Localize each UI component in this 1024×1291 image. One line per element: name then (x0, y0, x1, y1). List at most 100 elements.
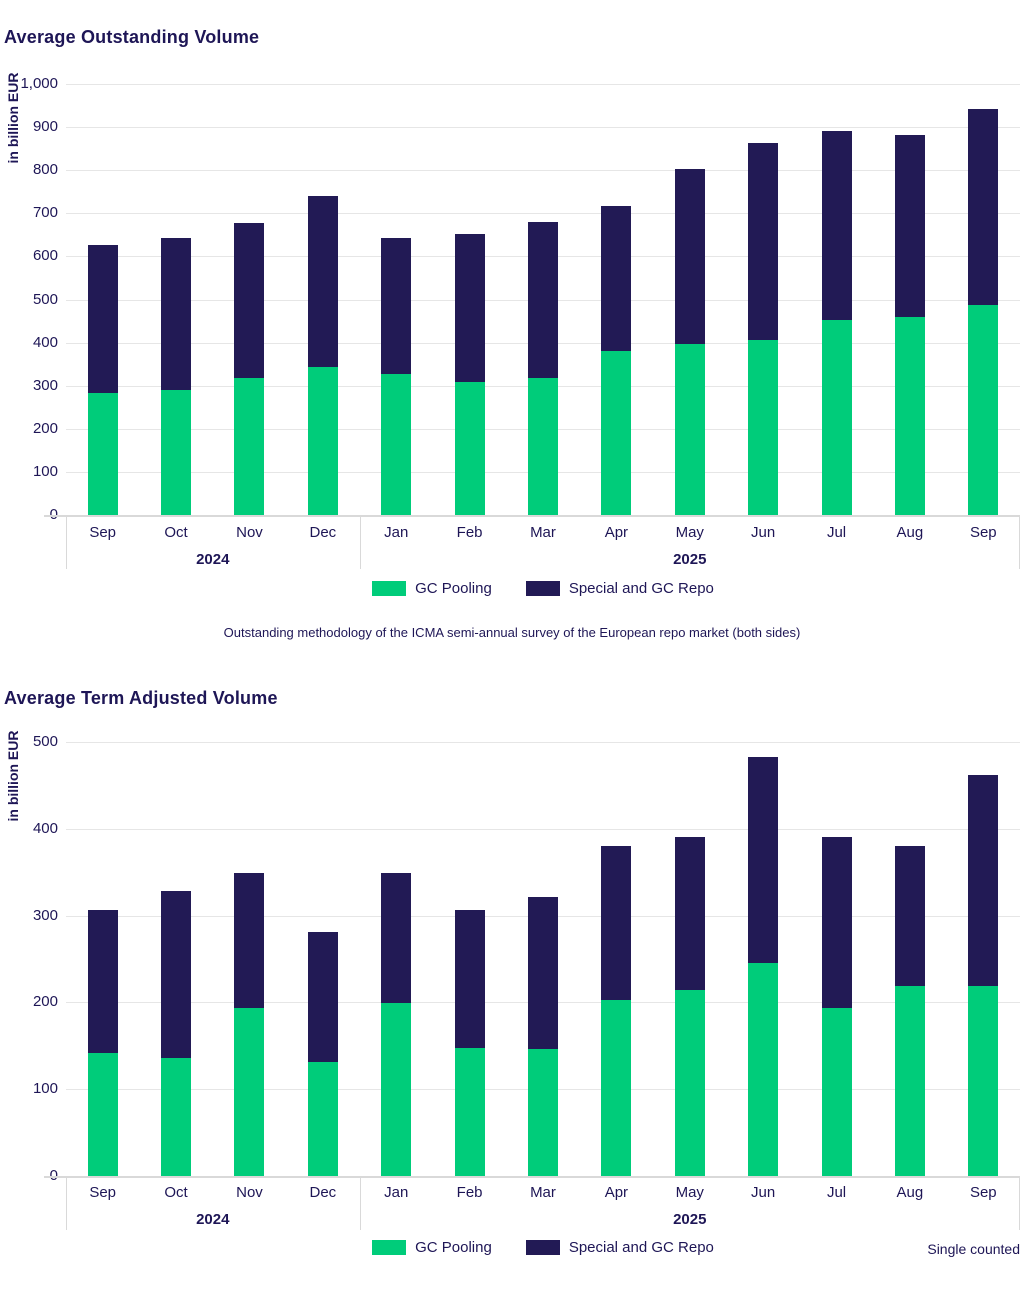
y-tick-label: 800 (32, 161, 58, 179)
bar-segment-special-gc-repo (234, 873, 265, 1008)
chart2-legend-item-gc-pooling: GC Pooling (372, 1239, 492, 1256)
bar-segment-gc-pooling (87, 393, 118, 515)
single-counted-note: Single counted (927, 1241, 1020, 1257)
bar-segment-gc-pooling (87, 1052, 118, 1176)
gridline (66, 828, 1020, 830)
month-label: Nov (236, 524, 263, 541)
month-label: Jun (751, 524, 776, 541)
bar-segment-special-gc-repo (87, 909, 118, 1053)
gridline (66, 127, 1020, 129)
bar-segment-gc-pooling (821, 1008, 852, 1176)
bar-segment-special-gc-repo (601, 206, 632, 352)
bar-segment-gc-pooling (894, 985, 925, 1176)
bar-segment-special-gc-repo (307, 196, 338, 367)
bar-segment-special-gc-repo (968, 108, 999, 306)
bar-segment-special-gc-repo (748, 756, 779, 964)
bar-segment-gc-pooling (381, 374, 412, 515)
gridline (66, 170, 1020, 172)
chart1-legend-item-gc-pooling: GC Pooling (372, 580, 492, 597)
bar-segment-gc-pooling (161, 389, 192, 515)
month-label: Sep (89, 524, 117, 541)
bar-segment-gc-pooling (454, 381, 485, 515)
bar-segment-special-gc-repo (528, 222, 558, 378)
y-tick-label: 100 (32, 1080, 58, 1098)
y-tick-label: 500 (32, 290, 58, 308)
month-label: May (675, 1184, 704, 1201)
gc-pooling-swatch-icon (372, 1240, 407, 1255)
month-label: Oct (164, 1184, 188, 1201)
bar-segment-gc-pooling (748, 340, 779, 515)
y-tick-label: 200 (32, 419, 58, 437)
month-label: Apr (604, 1184, 629, 1201)
year-label: 2024 (196, 551, 230, 568)
y-tick-label: 400 (32, 333, 58, 351)
year-label: 2024 (196, 1211, 230, 1228)
y-tick-label: 500 (32, 733, 58, 750)
month-label: Aug (896, 1184, 924, 1201)
bar-segment-gc-pooling (307, 1062, 338, 1176)
bar-segment-special-gc-repo (454, 233, 485, 382)
bar-segment-gc-pooling (968, 985, 999, 1176)
bar-segment-gc-pooling (748, 963, 779, 1176)
special-gc-repo-swatch-icon (525, 1240, 560, 1255)
bar-segment-gc-pooling (894, 316, 925, 515)
bar-segment-special-gc-repo (894, 846, 925, 986)
month-label: Jun (751, 1184, 776, 1201)
month-label: Jan (384, 1184, 409, 1201)
chart1-legend: GC Pooling Special and GC Repo (66, 580, 1020, 597)
gridline (66, 84, 1020, 85)
month-label: Mar (530, 524, 556, 541)
month-label: Dec (309, 1184, 337, 1201)
x-axis-line (44, 1176, 1020, 1178)
bar-segment-special-gc-repo (307, 932, 338, 1063)
bar-segment-special-gc-repo (87, 244, 118, 393)
year-label: 2025 (673, 551, 707, 568)
y-tick-label: 1,000 (20, 75, 58, 92)
bar-segment-gc-pooling (968, 305, 999, 515)
bar-segment-special-gc-repo (674, 837, 705, 991)
axis-separator (1019, 517, 1020, 569)
year-label: 2025 (673, 1211, 707, 1228)
bar-segment-special-gc-repo (454, 909, 485, 1049)
bar-segment-special-gc-repo (381, 237, 412, 375)
month-label: Sep (969, 1184, 997, 1201)
y-tick-label: 300 (32, 376, 58, 394)
axis-separator (359, 1178, 361, 1230)
month-label: Dec (309, 524, 337, 541)
bar-segment-special-gc-repo (894, 135, 925, 317)
chart2-legend: GC Pooling Special and GC Repo (66, 1239, 1020, 1256)
y-tick-label: 100 (32, 462, 58, 480)
bar-segment-special-gc-repo (968, 774, 999, 986)
y-tick-label: 0 (0, 1167, 58, 1185)
chart1-legend-item-special-gc-repo: Special and GC Repo (525, 580, 714, 597)
bar-segment-special-gc-repo (821, 837, 852, 1009)
y-tick-label: 0 (0, 506, 58, 524)
gridline (66, 213, 1020, 215)
bar-segment-special-gc-repo (601, 846, 632, 1000)
x-axis-line (44, 515, 1020, 517)
month-label: Feb (456, 524, 483, 541)
bar-segment-gc-pooling (528, 1049, 558, 1176)
gc-pooling-swatch-icon (372, 581, 407, 596)
bar-segment-gc-pooling (381, 1003, 412, 1176)
bar-segment-special-gc-repo (234, 222, 265, 379)
chart2-gc-pooling-label: GC Pooling (415, 1239, 492, 1256)
chart2-title: Average Term Adjusted Volume (4, 688, 278, 708)
chart1-special-gc-repo-label: Special and GC Repo (568, 580, 714, 597)
bar-segment-gc-pooling (161, 1057, 192, 1176)
month-label: Feb (456, 1184, 483, 1201)
month-label: Aug (896, 524, 924, 541)
special-gc-repo-swatch-icon (525, 581, 560, 596)
bar-segment-special-gc-repo (528, 896, 558, 1050)
month-label: Jan (384, 524, 409, 541)
bar-segment-gc-pooling (821, 320, 852, 515)
bar-segment-special-gc-repo (161, 237, 192, 390)
y-tick-label: 400 (32, 819, 58, 837)
y-tick-label: 700 (32, 204, 58, 222)
axis-separator (1019, 1178, 1020, 1230)
month-label: Mar (530, 1184, 556, 1201)
month-label: Sep (969, 524, 997, 541)
chart1-gc-pooling-label: GC Pooling (415, 580, 492, 597)
chart2-legend-item-special-gc-repo: Special and GC Repo (525, 1239, 714, 1256)
